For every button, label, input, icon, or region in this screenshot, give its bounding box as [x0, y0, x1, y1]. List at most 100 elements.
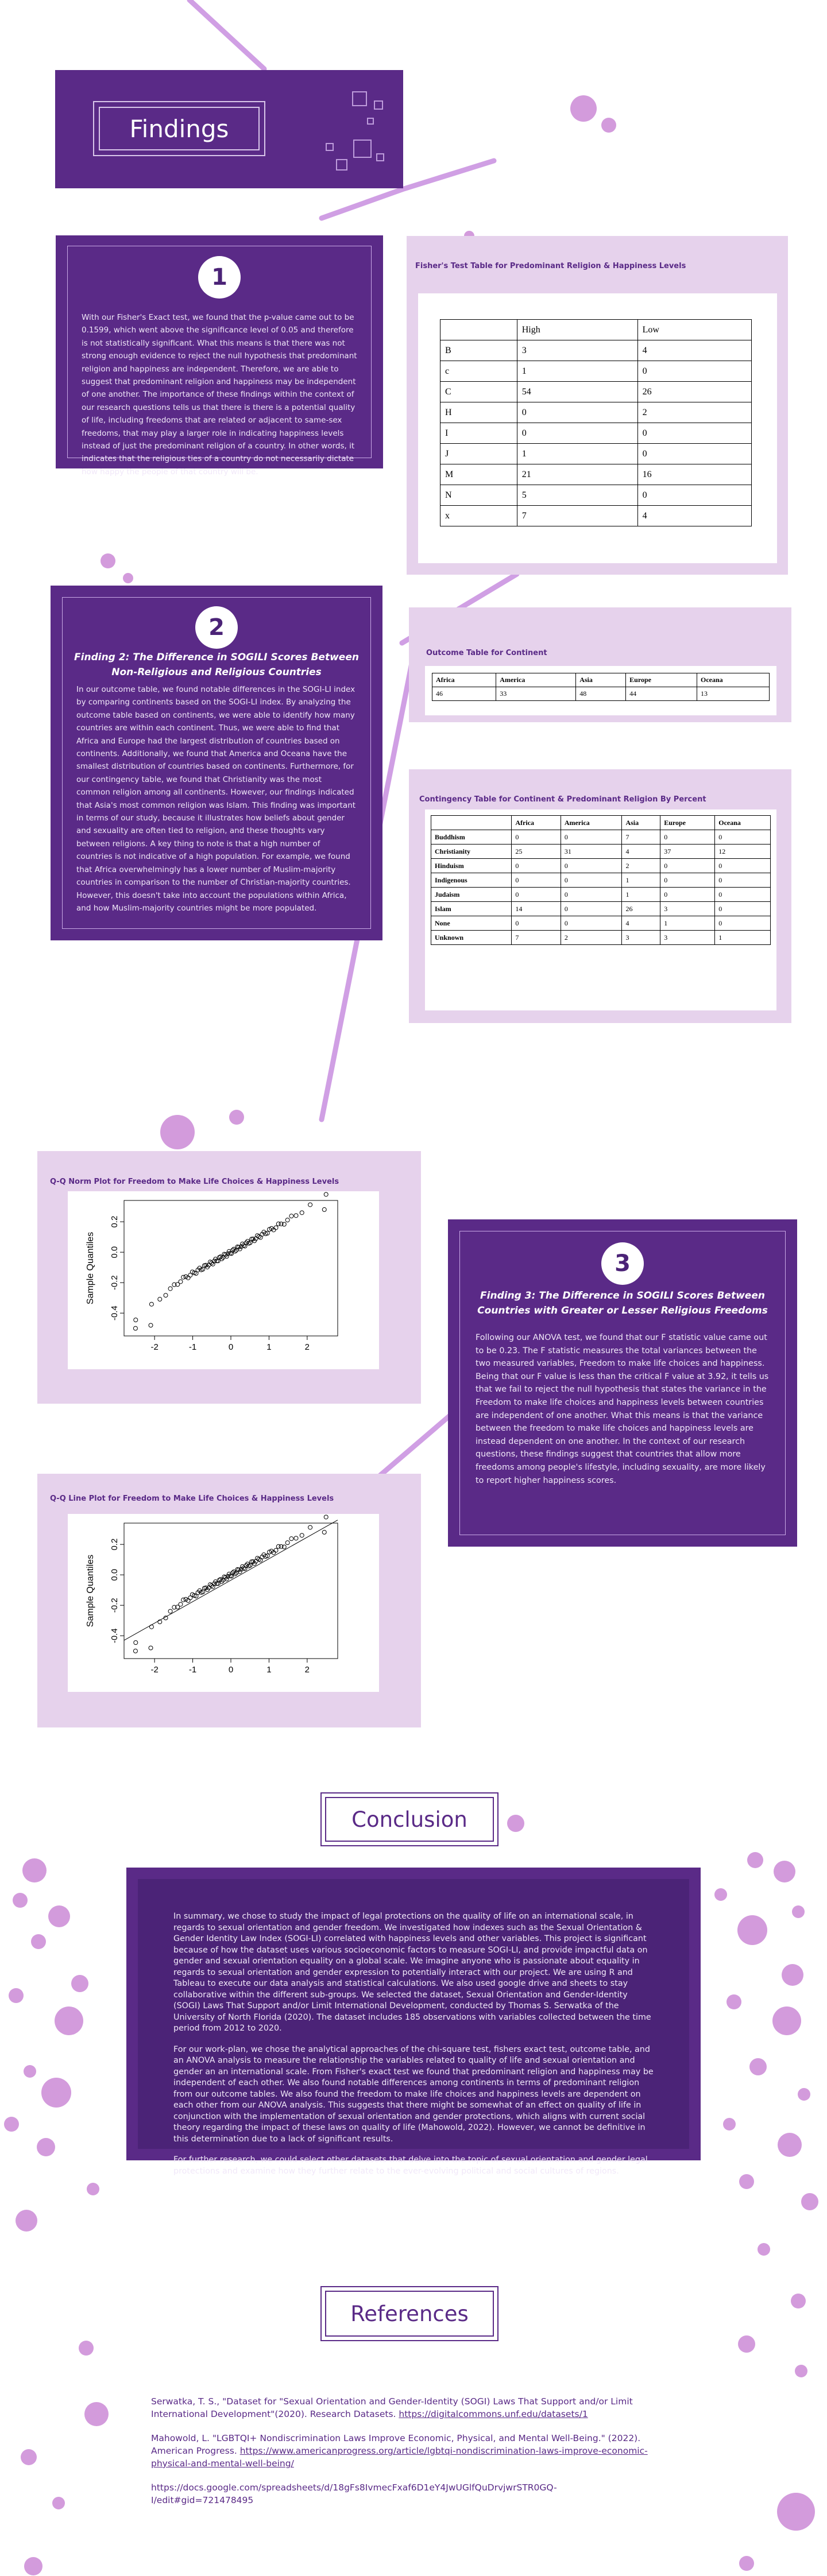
data-point: [285, 1218, 290, 1223]
table-row: Christianity 25 31 4 37 12: [430, 844, 771, 859]
table-cell: 0: [660, 830, 716, 845]
table-cell: 4: [621, 844, 661, 859]
data-point: [186, 1598, 191, 1603]
data-point: [214, 1258, 219, 1264]
data-point: [263, 1554, 268, 1559]
table-cell: 0: [511, 916, 561, 931]
table-cell: 4: [637, 505, 752, 526]
table-cell: 48: [575, 687, 627, 701]
data-point: [210, 1261, 215, 1266]
data-point: [263, 1231, 268, 1236]
finding-3-number: 3: [601, 1242, 644, 1285]
y-tick-label: 0.0: [110, 1569, 119, 1581]
table-cell: 0: [560, 858, 623, 873]
contingency-header-cell: Europe: [660, 815, 716, 830]
table-cell: 3: [660, 901, 716, 916]
data-point: [192, 1270, 197, 1276]
data-point: [172, 1282, 177, 1287]
data-point: [133, 1648, 138, 1653]
table-cell: 0: [560, 830, 623, 845]
table-cell: 54: [516, 381, 638, 402]
data-point: [133, 1640, 138, 1645]
outcome-header-cell: Oceana: [697, 673, 770, 687]
data-point: [242, 1244, 248, 1249]
data-point: [323, 1514, 329, 1520]
conclusion-paragraph: For further research, we could select ot…: [173, 2155, 648, 2176]
table-row: Islam 14 0 26 3 0: [430, 901, 771, 916]
finding-3-title: Finding 3: The Difference in SOGILI Scor…: [477, 1290, 768, 1316]
table-cell: 0: [560, 916, 623, 931]
data-point: [219, 1579, 225, 1584]
contingency-header-cell: [430, 815, 512, 830]
table-row: Indigenous 0 0 1 0 0: [430, 873, 771, 888]
y-tick-label: -0.4: [110, 1306, 119, 1320]
qq-norm-plot: -2 -1 0 1 2 0.2 0.0 -0.2 -0.4 Sample Quantiles: [86, 1192, 338, 1352]
fisher-table-label: Fisher's Test Table for Predominant Reli…: [415, 262, 686, 270]
conclusion-paragraph: For our work-plan, we chose the analytic…: [173, 2044, 654, 2144]
reference-item: Serwatka, T. S., "Dataset for "Sexual Or…: [151, 2395, 656, 2420]
x-tick-label: -1: [189, 1342, 196, 1352]
table-cell: 2: [621, 858, 661, 873]
reference-link[interactable]: https://docs.google.com/spreadsheets/d/1…: [151, 2482, 557, 2505]
data-point: [308, 1202, 313, 1207]
x-tick-label: 2: [305, 1342, 310, 1352]
table-cell: 4: [637, 340, 752, 361]
reference-item: Mahowold, L. "LGBTQI+ Nondiscrimination …: [151, 2432, 656, 2470]
data-point: [224, 1254, 229, 1259]
table-row: Buddhism 0 0 7 0 0: [430, 830, 771, 845]
table-cell: 0: [516, 423, 638, 444]
references-heading: References: [325, 2291, 494, 2337]
contingency-header-cell: America: [560, 815, 623, 830]
table-cell: c: [440, 361, 517, 382]
table-cell: 16: [637, 464, 752, 485]
x-tick-label: 1: [266, 1342, 271, 1352]
references-heading-box: References: [320, 2286, 498, 2341]
table-row: Unknown 7 2 3 3 1: [430, 930, 771, 945]
table-cell: 0: [511, 830, 561, 845]
conclusion-heading-box: Conclusion: [320, 1792, 498, 1846]
table-cell: 0: [511, 873, 561, 888]
data-point: [133, 1318, 138, 1323]
table-cell: 0: [511, 887, 561, 902]
y-tick-label: -0.2: [110, 1598, 119, 1613]
finding-3-card: 3 Finding 3: The Difference in SOGILI Sc…: [448, 1219, 797, 1547]
table-cell: 25: [511, 844, 561, 859]
conclusion-paragraph: In summary, we chose to study the impact…: [173, 1912, 651, 2033]
data-point: [233, 1249, 238, 1254]
data-point: [181, 1597, 186, 1602]
data-point: [242, 1566, 248, 1571]
table-cell: 1: [714, 930, 771, 945]
table-cell: 1: [516, 443, 638, 464]
finding-2-card: 2 Finding 2: The Difference in SOGILI Sc…: [51, 586, 382, 940]
finding-2-number: 2: [195, 606, 238, 649]
findings-banner: Findings: [55, 70, 403, 188]
reference-link[interactable]: https://www.americanprogress.org/article…: [151, 2446, 648, 2469]
data-point: [237, 1569, 242, 1574]
data-point: [279, 1221, 284, 1226]
x-tick-label: -2: [150, 1665, 158, 1675]
outcome-header-cell: America: [496, 673, 577, 687]
references-list: Serwatka, T. S., "Dataset for "Sexual Or…: [151, 2395, 656, 2518]
data-point: [241, 1566, 246, 1571]
table-cell: 1: [621, 887, 661, 902]
data-point: [163, 1293, 168, 1298]
contingency-header-cell: Oceana: [714, 815, 771, 830]
table-cell: 12: [714, 844, 771, 859]
finding-2-title: Finding 2: The Difference in SOGILI Scor…: [74, 652, 359, 678]
data-point: [229, 1251, 234, 1256]
finding-1-text: With our Fisher's Exact test, we found t…: [82, 313, 357, 477]
data-point: [293, 1536, 299, 1541]
table-cell: 5: [516, 485, 638, 506]
table-cell: 0: [560, 873, 623, 888]
table-cell: Indigenous: [430, 873, 512, 888]
data-point: [178, 1602, 183, 1607]
data-point: [225, 1251, 230, 1256]
table-cell: 0: [560, 887, 623, 902]
data-point: [233, 1571, 238, 1576]
table-cell: 2: [637, 402, 752, 423]
reference-link[interactable]: https://digitalcommons.unf.edu/datasets/…: [399, 2409, 588, 2419]
data-point: [265, 1231, 270, 1236]
table-cell: 21: [516, 464, 638, 485]
